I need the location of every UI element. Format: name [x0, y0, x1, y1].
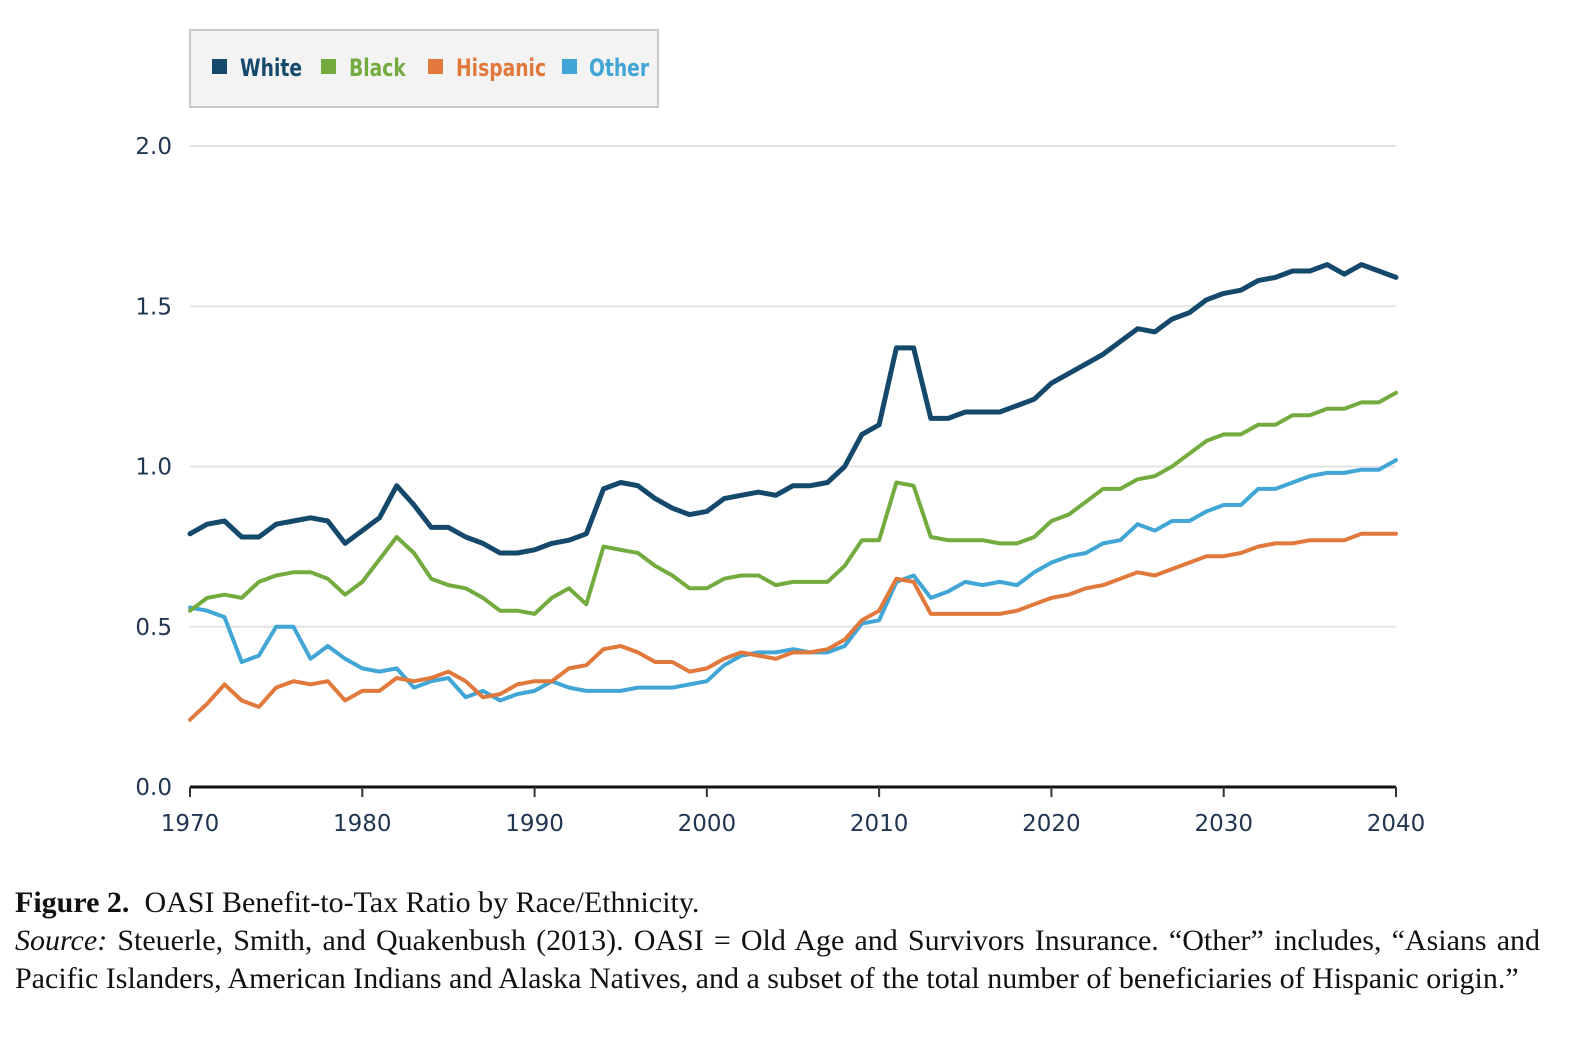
x-tick-label: 2030 — [1194, 811, 1253, 837]
source-text: Steuerle, Smith, and Quakenbush (2013). … — [15, 924, 1541, 995]
legend-label-white: White — [240, 55, 302, 83]
legend-swatch-hispanic — [428, 59, 443, 74]
y-tick-label: 0.0 — [135, 775, 172, 801]
legend-swatch-black — [321, 59, 336, 74]
gridlines — [190, 145, 1396, 628]
legend-swatch-other — [562, 59, 577, 74]
figure-caption: Figure 2. OASI Benefit-to-Tax Ratio by R… — [15, 884, 1540, 998]
x-tick-label: 2010 — [850, 811, 909, 837]
caption-source: Source: Steuerle, Smith, and Quakenbush … — [15, 922, 1540, 998]
x-tick-label: 2020 — [1022, 811, 1081, 837]
series-line-black — [188, 390, 1398, 616]
caption-title-line: Figure 2. OASI Benefit-to-Tax Ratio by R… — [15, 884, 1540, 922]
source-label: Source: — [15, 924, 108, 957]
y-tick-label: 0.5 — [135, 615, 172, 641]
y-tick-label: 1.0 — [135, 455, 172, 481]
x-tick-label: 1970 — [161, 811, 220, 837]
series-line-white — [187, 262, 1399, 556]
y-tick-label: 2.0 — [135, 134, 172, 160]
legend-label-black: Black — [349, 55, 406, 83]
figure-title: OASI Benefit-to-Tax Ratio by Race/Ethnic… — [144, 886, 700, 919]
legend-label-hispanic: Hispanic — [456, 55, 546, 83]
x-tick-label: 2040 — [1367, 811, 1426, 837]
x-tick-label: 1980 — [333, 811, 392, 837]
axes: 0.0 0.5 1.0 1.5 2.0 1970 1980 1990 2000 2010 2020 2… — [135, 134, 1425, 837]
series-line-hispanic — [188, 531, 1398, 722]
line-chart: White Black Hispanic Other 0.0 0.5 1.0 1.5 2… — [135, 29, 1425, 837]
legend: White Black Hispanic Other — [189, 29, 659, 108]
legend-box — [189, 29, 659, 108]
series-lines — [187, 262, 1399, 722]
y-tick-label: 1.5 — [135, 294, 172, 320]
x-tick-label: 1990 — [505, 811, 564, 837]
legend-label-other: Other — [589, 55, 649, 83]
figure-label: Figure 2. — [15, 886, 130, 919]
x-tick-label: 2000 — [678, 811, 737, 837]
legend-swatch-white — [212, 59, 227, 74]
series-line-other — [188, 458, 1398, 703]
